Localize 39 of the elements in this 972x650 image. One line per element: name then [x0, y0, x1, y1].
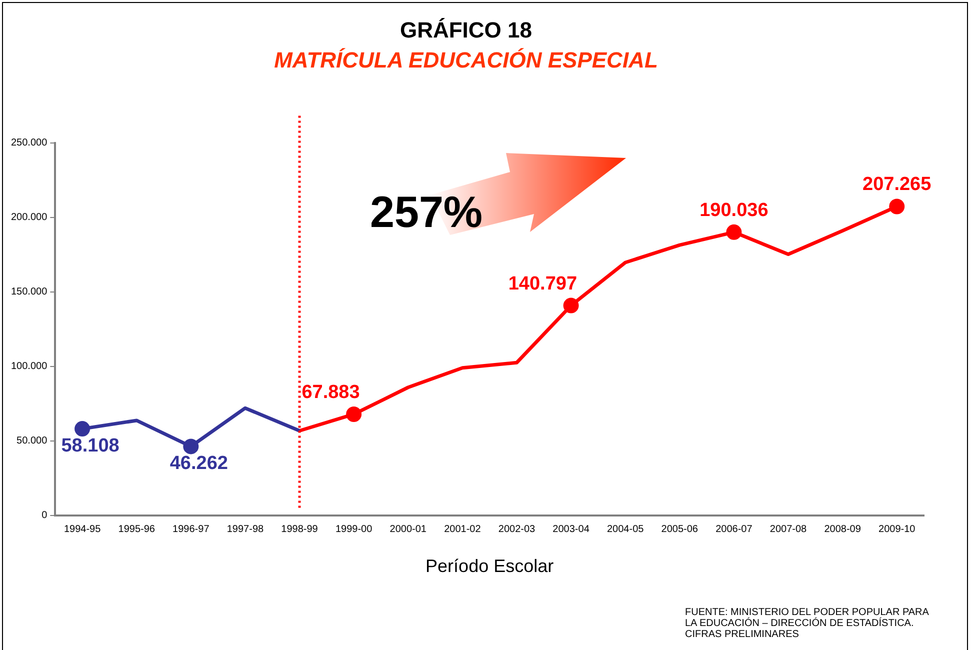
x-tick-label: 2009-10 — [878, 524, 916, 536]
chart-title: GRÁFICO 18 — [400, 17, 532, 42]
x-tick-label: 2002-03 — [498, 524, 536, 536]
point — [346, 406, 362, 422]
point — [889, 198, 905, 214]
data-label: 190.036 — [700, 200, 768, 221]
x-tick-label: 1995-96 — [118, 524, 156, 536]
x-tick-label: 2005-06 — [661, 524, 698, 536]
x-tick-label: 1994-95 — [64, 524, 102, 536]
x-tick-label: 2001-02 — [444, 524, 482, 536]
y-tick-label: 250.000 — [10, 138, 48, 149]
data-label: 207.265 — [862, 174, 932, 196]
y-tick-label: 200.000 — [10, 212, 48, 224]
x-axis-title: Período Escolar — [426, 556, 554, 576]
data-label: 58.108 — [61, 436, 120, 457]
source-note: FUENTE: MINISTERIO DEL PODER POPULAR PARA LA EDUCACIÓN – DIRECCIÓN DE ESTADÍSTICA. CIFRAS PRELIMINARES — [685, 607, 930, 640]
x-tick-label: 1996-97 — [172, 524, 210, 536]
x-tick-label: 1998-99 — [281, 524, 318, 536]
y-tick-label: 150.000 — [10, 286, 48, 298]
point — [563, 298, 579, 314]
data-label: 46.262 — [170, 453, 228, 474]
data-label: 67.883 — [302, 382, 360, 403]
x-tick-label: 2007-08 — [770, 524, 808, 536]
y-tick-label: 100.000 — [10, 361, 48, 372]
point — [74, 421, 90, 437]
point — [183, 438, 199, 454]
data-label: 140.797 — [508, 273, 578, 294]
y-tick-label: 50.000 — [16, 436, 48, 447]
y-tick-label: 0 — [42, 510, 48, 522]
x-tick-label: 1997-98 — [226, 524, 264, 536]
x-tick-label: 2008-09 — [824, 524, 862, 536]
x-tick-label: 2003-04 — [552, 524, 590, 536]
x-tick-label: 2006-07 — [716, 524, 753, 536]
x-tick-label: 1999-00 — [335, 524, 373, 536]
chart-subtitle: MATRÍCULA EDUCACIÓN ESPECIAL — [274, 48, 658, 73]
x-tick-label: 2004-05 — [606, 524, 644, 536]
annotation: 257% — [370, 188, 483, 238]
point — [726, 224, 742, 240]
x-tick-label: 2000-01 — [390, 524, 427, 536]
